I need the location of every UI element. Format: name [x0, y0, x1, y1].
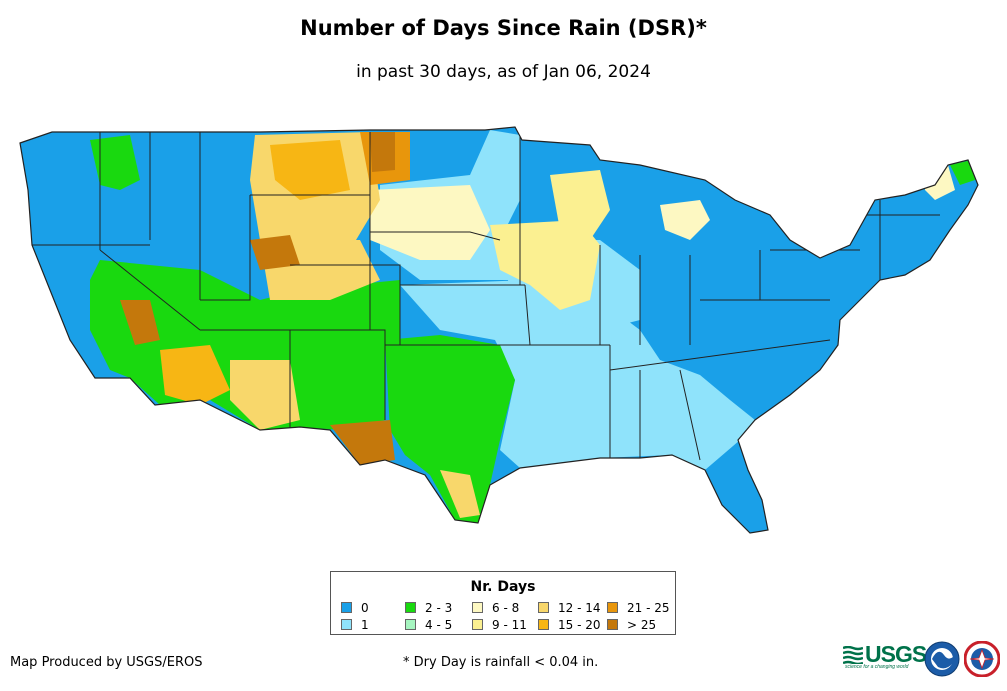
- map-subtitle: in past 30 days, as of Jan 06, 2024: [356, 62, 651, 82]
- border-lines: [32, 130, 940, 461]
- zone-gt-25-days-texas-west: [330, 420, 395, 465]
- legend-item: 0: [341, 602, 369, 614]
- noaa-logo: [924, 641, 960, 677]
- zone-6-8-days-michigan: [660, 200, 710, 240]
- legend-item: 6 - 8: [472, 602, 519, 614]
- usgs-wave-icon: [843, 646, 863, 664]
- dry-day-note: * Dry Day is rainfall < 0.04 in.: [403, 655, 599, 670]
- legend-item: 15 - 20: [538, 619, 601, 631]
- national-weather-service-logo: [964, 641, 1000, 677]
- legend: Nr. Days 0 1 2 - 3 4 - 5 6 - 8 9 - 11 12…: [330, 571, 676, 635]
- zone-12-14-days-texas-coast: [440, 470, 480, 518]
- zone-gt-25-days-colorado: [250, 235, 300, 270]
- legend-label: 21 - 25: [627, 601, 670, 615]
- zone-6-8-days-dakotas: [370, 185, 490, 260]
- legend-swatch: [405, 602, 416, 613]
- legend-label: 15 - 20: [558, 618, 601, 632]
- legend-swatch: [538, 602, 549, 613]
- legend-item: 2 - 3: [405, 602, 452, 614]
- legend-label: 0: [361, 601, 369, 615]
- zone-2-3-days-texas: [385, 335, 515, 523]
- state-borders: [32, 130, 940, 461]
- legend-label: > 25: [627, 618, 657, 632]
- legend-swatch: [472, 619, 483, 630]
- usgs-logo-text: USGS: [865, 641, 927, 667]
- legend-item: 12 - 14: [538, 602, 601, 614]
- legend-swatch: [405, 619, 416, 630]
- zone-2-3-days-northeast-patch: [950, 160, 975, 185]
- legend-swatch: [341, 602, 352, 613]
- legend-label: 1: [361, 618, 369, 632]
- legend-swatch: [341, 619, 352, 630]
- zone-12-14-days-new-mexico: [230, 360, 300, 430]
- zone-15-20-days-montana: [270, 140, 350, 200]
- zone-gt-25-days-north-dakota: [370, 132, 395, 172]
- legend-swatch: [607, 619, 618, 630]
- legend-item: 21 - 25: [607, 602, 670, 614]
- legend-item: 1: [341, 619, 369, 631]
- map-credit: Map Produced by USGS/EROS: [10, 655, 203, 670]
- legend-item: 4 - 5: [405, 619, 452, 631]
- usgs-tagline: science for a changing world: [845, 664, 909, 670]
- zone-2-3-days-idaho: [90, 135, 140, 190]
- legend-title: Nr. Days: [470, 579, 536, 595]
- zone-9-11-days-wisconsin: [550, 170, 610, 240]
- legend-swatch: [607, 602, 618, 613]
- zone-1-day-south: [400, 280, 755, 470]
- legend-label: 4 - 5: [425, 618, 453, 632]
- legend-label: 2 - 3: [425, 601, 453, 615]
- legend-swatch: [538, 619, 549, 630]
- map-title: Number of Days Since Rain (DSR)*: [300, 16, 707, 40]
- zone-21-25-days-nevada: [120, 300, 160, 345]
- legend-label: 12 - 14: [558, 601, 601, 615]
- legend-label: 9 - 11: [492, 618, 527, 632]
- zone-15-20-days-arizona: [160, 345, 230, 405]
- legend-swatch: [472, 602, 483, 613]
- us-outline: [19, 126, 979, 534]
- legend-label: 6 - 8: [492, 601, 520, 615]
- legend-item: 9 - 11: [472, 619, 527, 631]
- legend-item: > 25: [607, 619, 656, 631]
- zone-9-11-days-iowa: [490, 220, 600, 310]
- us-land: [20, 127, 978, 533]
